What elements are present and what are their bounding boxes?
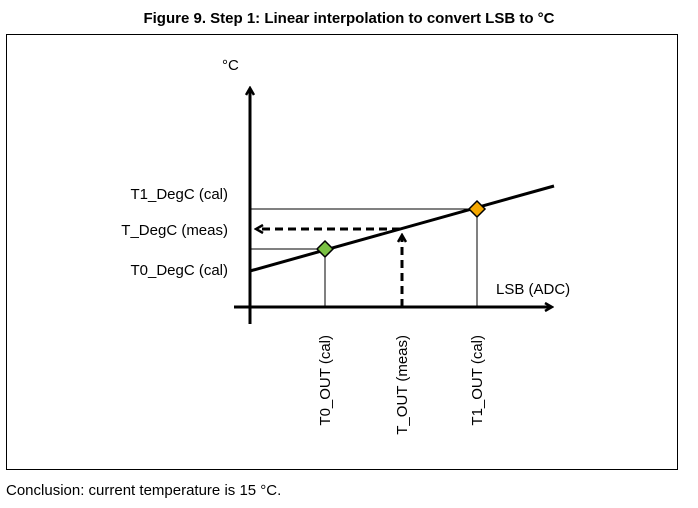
y-axis-unit-label: °C bbox=[222, 57, 239, 74]
conclusion-text: Conclusion: current temperature is 15 °C… bbox=[6, 482, 282, 499]
x-axis-label: LSB (ADC) bbox=[496, 281, 570, 298]
figure-title: Figure 9. Step 1: Linear interpolation t… bbox=[143, 10, 555, 27]
t-degc-meas-label: T_DegC (meas) bbox=[121, 222, 228, 239]
calibration-line bbox=[249, 184, 555, 273]
t0-out-label: T0_OUT (cal) bbox=[317, 335, 334, 426]
t1-degc-label: T1_DegC (cal) bbox=[130, 186, 228, 203]
t1-out-label: T1_OUT (cal) bbox=[469, 335, 486, 426]
t0-calibration-marker bbox=[315, 239, 335, 259]
t1-calibration-marker bbox=[467, 199, 487, 219]
t0-degc-label: T0_DegC (cal) bbox=[130, 262, 228, 279]
t-out-meas-label: T_OUT (meas) bbox=[394, 335, 411, 435]
figure-frame bbox=[6, 34, 678, 470]
